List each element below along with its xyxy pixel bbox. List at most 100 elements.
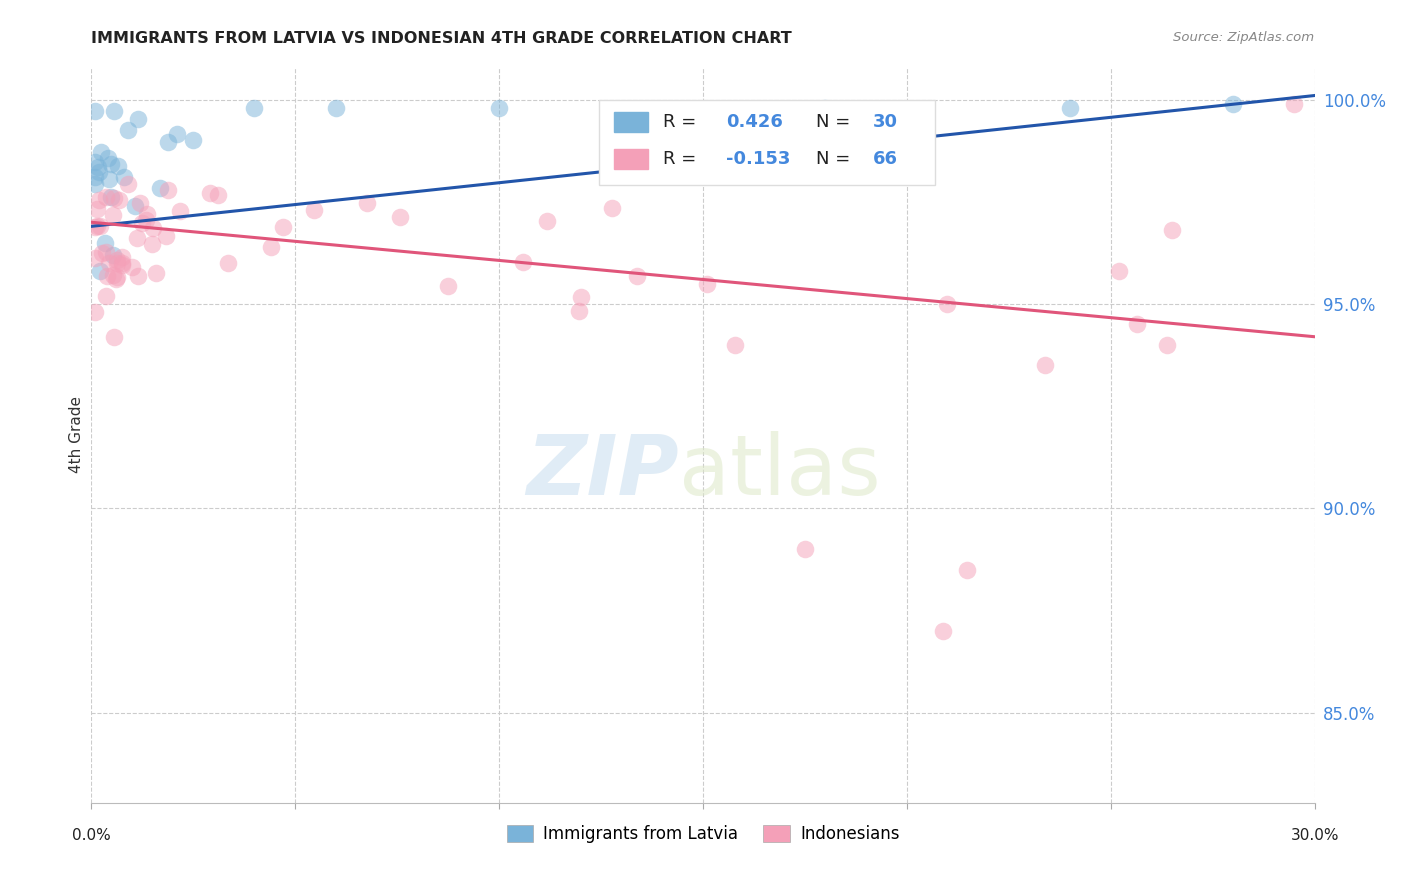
Point (488, 101, 510, 115)
Text: R =: R = (662, 150, 702, 168)
Point (103, 104, 125, 119)
Point (135, 207, 157, 221)
Point (84, 155, 107, 169)
Point (129, 195, 152, 210)
Point (207, 188, 229, 202)
Point (149, 181, 172, 195)
Point (936, 297, 959, 311)
Point (696, 277, 718, 291)
Point (626, 268, 648, 283)
Point (536, 213, 558, 227)
Point (389, 210, 412, 224)
Point (91, 245, 114, 260)
Point (183, 133, 205, 147)
Point (87, 160, 110, 174)
Text: ZIP: ZIP (526, 431, 679, 512)
Point (814, 101, 837, 115)
Point (217, 256, 239, 270)
Text: Source: ZipAtlas.com: Source: ZipAtlas.com (1174, 31, 1315, 45)
Point (104, 271, 127, 285)
Point (103, 330, 125, 344)
Point (111, 256, 134, 270)
Point (131, 216, 153, 230)
Point (86, 219, 108, 233)
Text: 0.0%: 0.0% (72, 828, 111, 843)
Point (127, 230, 149, 244)
Point (110, 250, 132, 264)
Point (437, 278, 460, 293)
Text: 66: 66 (873, 150, 898, 168)
Point (724, 338, 747, 352)
Point (100, 190, 122, 204)
Point (103, 268, 125, 282)
Point (568, 304, 591, 318)
Point (107, 159, 129, 173)
Y-axis label: 4th Grade: 4th Grade (69, 396, 84, 474)
Point (793, 542, 815, 557)
FancyBboxPatch shape (613, 149, 648, 169)
Point (105, 270, 128, 285)
Point (1222, 96, 1244, 111)
Point (117, 123, 139, 137)
Point (155, 229, 177, 244)
Point (84, 177, 107, 191)
Point (135, 212, 157, 227)
Point (96, 189, 118, 203)
Point (84, 305, 107, 319)
Text: 30: 30 (873, 113, 898, 131)
Point (117, 177, 139, 191)
Point (97, 256, 120, 270)
Point (96, 289, 118, 303)
Point (107, 253, 129, 268)
Point (1035, 359, 1057, 373)
Point (124, 199, 146, 213)
Point (271, 220, 294, 235)
Point (96, 268, 118, 283)
FancyBboxPatch shape (613, 112, 648, 132)
Text: 30.0%: 30.0% (1291, 828, 1339, 843)
Point (127, 269, 149, 284)
Point (569, 290, 592, 304)
Point (87, 164, 110, 178)
Text: atlas: atlas (679, 431, 880, 512)
Point (260, 240, 283, 254)
Point (112, 170, 135, 185)
Legend: Immigrants from Latvia, Indonesians: Immigrants from Latvia, Indonesians (501, 818, 905, 850)
Text: IMMIGRANTS FROM LATVIA VS INDONESIAN 4TH GRADE CORRELATION CHART: IMMIGRANTS FROM LATVIA VS INDONESIAN 4TH… (91, 31, 792, 46)
Point (956, 563, 979, 577)
Point (356, 195, 378, 210)
Point (1282, 96, 1305, 111)
Point (198, 186, 221, 201)
Point (84, 251, 107, 265)
Point (84, 103, 107, 118)
Point (142, 221, 165, 235)
Point (932, 624, 955, 638)
Text: -0.153: -0.153 (727, 150, 790, 168)
Point (141, 237, 163, 252)
Point (127, 112, 149, 127)
Point (84, 220, 107, 235)
Point (103, 208, 125, 222)
Point (94, 235, 117, 250)
Point (1160, 223, 1182, 237)
Point (1059, 101, 1081, 115)
Text: 0.426: 0.426 (727, 113, 783, 131)
Point (1126, 318, 1149, 332)
Point (97, 172, 120, 186)
Point (86, 202, 108, 216)
Point (105, 256, 128, 270)
Point (89, 219, 111, 234)
Point (89, 264, 111, 278)
Point (107, 193, 129, 207)
Point (600, 202, 623, 216)
FancyBboxPatch shape (599, 100, 935, 185)
Text: N =: N = (815, 150, 855, 168)
Point (90, 145, 112, 159)
Point (97, 151, 120, 165)
Point (1108, 264, 1130, 278)
Point (1156, 338, 1178, 352)
Point (157, 183, 180, 197)
Point (121, 260, 143, 274)
Point (87, 193, 110, 207)
Text: R =: R = (662, 113, 702, 131)
